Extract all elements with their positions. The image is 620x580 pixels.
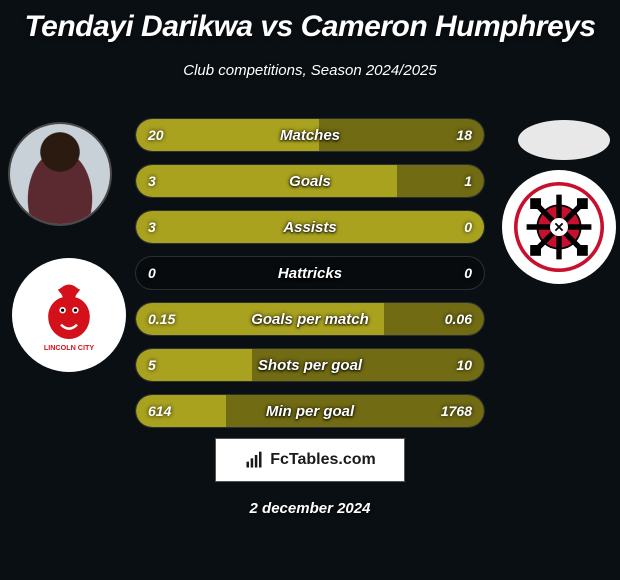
stat-label: Goals [136, 165, 484, 197]
club-badge-right [502, 170, 616, 284]
stat-label: Min per goal [136, 395, 484, 427]
stats-container: 2018Matches 31Goals 30Assists 00Hattricks 0.… [135, 118, 485, 440]
club-badge-left: LINCOLN CITY [12, 258, 126, 372]
footer-brand-badge[interactable]: FcTables.com [215, 438, 405, 482]
stat-label: Goals per match [136, 303, 484, 335]
stat-row: 6141768Min per goal [135, 394, 485, 428]
player-left-photo [8, 122, 112, 226]
stat-label: Assists [136, 211, 484, 243]
footer-brand-text: FcTables.com [270, 451, 376, 469]
page-title: Tendayi Darikwa vs Cameron Humphreys [0, 0, 620, 44]
chart-icon [244, 450, 264, 470]
player-silhouette-icon [10, 124, 110, 224]
stat-label: Shots per goal [136, 349, 484, 381]
stat-row: 30Assists [135, 210, 485, 244]
stat-row: 0.150.06Goals per match [135, 302, 485, 336]
millers-crest-icon [514, 182, 604, 272]
stat-row: 31Goals [135, 164, 485, 198]
stat-row: 510Shots per goal [135, 348, 485, 382]
stat-label: Hattricks [136, 257, 484, 289]
svg-text:LINCOLN CITY: LINCOLN CITY [44, 343, 95, 352]
generation-date: 2 december 2024 [0, 500, 620, 517]
subtitle: Club competitions, Season 2024/2025 [0, 62, 620, 79]
stat-label: Matches [136, 119, 484, 151]
stat-row: 2018Matches [135, 118, 485, 152]
stat-row: 00Hattricks [135, 256, 485, 290]
imp-crest-icon: LINCOLN CITY [29, 275, 109, 355]
player-right-photo [518, 120, 610, 160]
